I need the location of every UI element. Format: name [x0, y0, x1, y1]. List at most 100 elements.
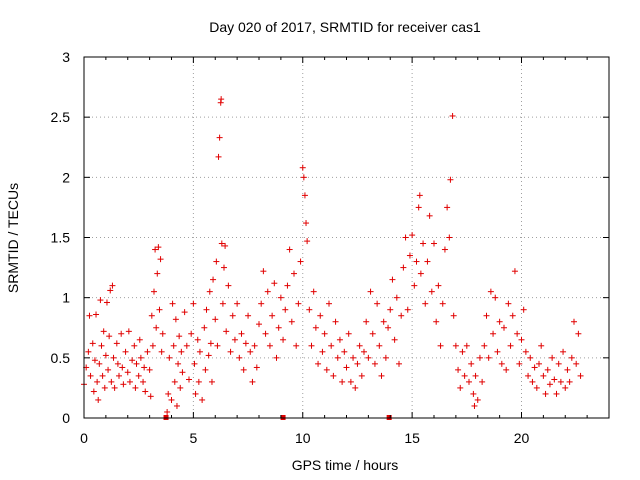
data-point	[155, 244, 162, 251]
data-point	[308, 342, 315, 349]
data-point	[111, 384, 118, 391]
data-point	[225, 282, 232, 289]
data-point	[562, 384, 569, 391]
data-point	[326, 300, 332, 307]
data-point	[119, 364, 126, 371]
data-point	[522, 348, 529, 355]
data-point	[236, 354, 243, 361]
data-point	[345, 330, 352, 337]
data-point	[328, 342, 335, 349]
data-point	[310, 288, 317, 295]
data-point	[573, 360, 580, 367]
data-point	[238, 330, 245, 337]
data-point	[178, 348, 185, 355]
data-point	[107, 287, 114, 294]
data-point	[474, 396, 481, 403]
data-point	[334, 354, 341, 361]
data-point	[95, 396, 102, 403]
data-point	[85, 348, 92, 355]
data-point	[505, 300, 512, 307]
data-point	[358, 372, 365, 379]
grid-lines	[84, 57, 609, 418]
data-point	[273, 354, 280, 361]
data-point	[196, 348, 203, 355]
data-point	[249, 378, 256, 385]
data-point	[347, 378, 354, 385]
data-point	[447, 176, 454, 183]
data-point	[507, 342, 514, 349]
data-point	[144, 348, 151, 355]
data-point	[166, 354, 173, 361]
data-point	[424, 258, 431, 265]
data-point	[110, 354, 117, 361]
data-point	[116, 372, 122, 379]
data-point	[468, 360, 475, 367]
data-point	[202, 366, 209, 373]
data-point	[538, 342, 545, 349]
data-point	[165, 390, 172, 397]
data-point	[557, 378, 564, 385]
data-point	[321, 330, 328, 337]
data-point	[492, 294, 499, 301]
data-point	[404, 306, 411, 313]
data-point	[120, 381, 127, 388]
data-point	[378, 372, 385, 379]
data-point	[96, 360, 103, 367]
data-point	[154, 270, 161, 277]
data-point	[380, 318, 387, 325]
data-point	[457, 384, 464, 391]
data-point	[140, 378, 147, 385]
data-point	[153, 324, 160, 331]
data-point	[487, 288, 494, 295]
data-point	[271, 280, 278, 287]
data-point	[118, 330, 125, 337]
data-point	[437, 342, 444, 349]
data-point	[494, 348, 501, 355]
data-point	[387, 306, 394, 313]
data-point	[415, 204, 422, 211]
data-point	[549, 354, 556, 361]
data-point	[129, 357, 136, 364]
data-point	[172, 316, 179, 323]
data-point	[158, 348, 165, 355]
data-point	[312, 324, 319, 331]
axis-ticks	[83, 56, 610, 419]
data-point	[422, 300, 429, 307]
data-point	[87, 372, 94, 379]
data-point	[89, 340, 96, 347]
data-point	[108, 378, 115, 385]
data-point	[159, 330, 166, 337]
data-point	[207, 340, 214, 347]
data-point	[195, 378, 202, 385]
data-point	[501, 324, 507, 331]
data-point	[352, 384, 359, 391]
data-point	[518, 336, 525, 343]
data-point	[301, 192, 308, 199]
data-point	[215, 153, 222, 160]
x-tick-label: 20	[514, 430, 530, 446]
data-point	[363, 318, 370, 325]
data-point	[260, 268, 267, 275]
data-point	[223, 328, 230, 335]
data-point	[409, 232, 416, 239]
data-point	[516, 360, 523, 367]
data-point	[269, 312, 276, 319]
data-point	[319, 348, 326, 355]
data-point	[266, 342, 273, 349]
data-point	[416, 192, 423, 199]
data-point	[100, 328, 107, 335]
data-point	[297, 258, 304, 265]
data-point	[146, 366, 153, 373]
data-point	[450, 312, 457, 319]
data-point	[256, 321, 262, 328]
data-point	[247, 348, 254, 355]
data-point	[213, 258, 220, 265]
data-point	[105, 366, 112, 373]
y-tick-label: 2.5	[51, 109, 71, 125]
data-point	[98, 342, 105, 349]
data-point	[183, 342, 190, 349]
data-point	[293, 342, 300, 349]
data-point	[514, 330, 521, 337]
data-point	[361, 348, 367, 355]
data-point	[141, 364, 148, 371]
